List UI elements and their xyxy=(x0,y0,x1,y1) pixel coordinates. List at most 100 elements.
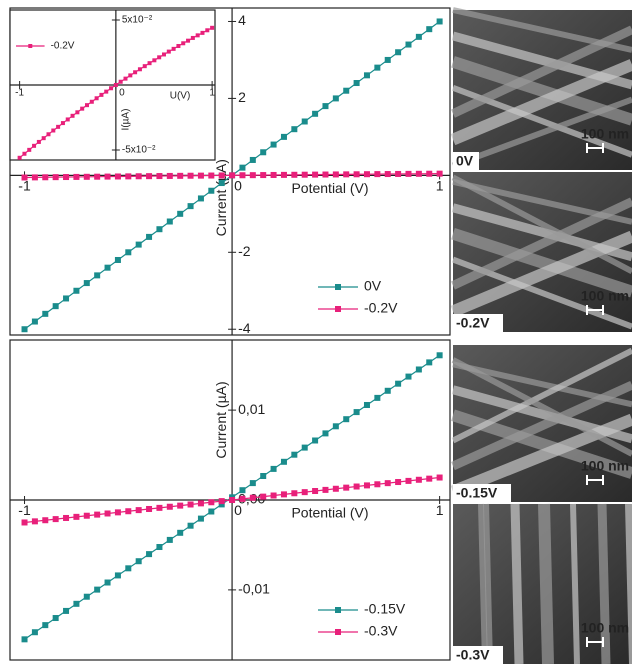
data-point xyxy=(187,203,194,210)
data-point xyxy=(187,172,194,179)
data-point xyxy=(353,409,360,416)
data-point xyxy=(94,511,101,518)
sem-image: -0.15V 100 nm xyxy=(450,345,632,502)
data-point xyxy=(426,26,433,33)
data-point xyxy=(41,136,46,141)
data-point xyxy=(291,171,298,178)
data-point xyxy=(405,170,412,177)
data-point xyxy=(42,174,49,181)
fiber xyxy=(570,503,580,664)
data-point xyxy=(187,522,194,529)
data-point xyxy=(249,172,256,179)
data-point xyxy=(94,586,101,593)
data-point xyxy=(312,437,319,444)
chart: -1 0 1 -5x10⁻² 5x10⁻² U(V) I(µA) -0.2V xyxy=(9,9,216,161)
data-point xyxy=(395,49,402,56)
data-point xyxy=(322,171,329,178)
sem-image: -0.3V 100 nm xyxy=(453,503,632,664)
data-point xyxy=(395,479,402,486)
data-point xyxy=(405,41,412,48)
data-point xyxy=(31,518,38,525)
data-point xyxy=(135,173,142,180)
label-box xyxy=(453,314,503,332)
data-point xyxy=(104,579,111,586)
data-point xyxy=(270,465,277,472)
x-tick-label: 1 xyxy=(209,88,215,99)
fiber xyxy=(450,413,632,498)
data-point xyxy=(99,92,104,97)
data-point xyxy=(208,499,215,506)
data-point xyxy=(146,173,153,180)
data-point xyxy=(353,171,360,178)
fiber xyxy=(450,230,632,317)
data-point xyxy=(156,173,163,180)
data-point xyxy=(260,473,267,479)
x-tick-label: 1 xyxy=(436,177,444,193)
y-tick-label: -2 xyxy=(238,243,251,259)
y-axis-label: I(µA) xyxy=(121,109,132,131)
data-point xyxy=(374,481,381,488)
data-point xyxy=(280,491,287,498)
data-point xyxy=(205,28,210,33)
data-point xyxy=(426,475,433,482)
fiber xyxy=(597,503,611,664)
data-point xyxy=(52,516,59,523)
data-point xyxy=(374,64,381,71)
data-point xyxy=(249,480,256,487)
data-point xyxy=(161,52,166,57)
legend-label: -0.15V xyxy=(364,601,406,617)
data-point xyxy=(322,430,329,437)
data-point xyxy=(177,529,184,536)
y-tick-label: -0,01 xyxy=(238,581,270,597)
data-point xyxy=(73,287,80,294)
data-point xyxy=(104,264,111,271)
data-point xyxy=(125,173,132,180)
data-point xyxy=(301,171,308,178)
data-point xyxy=(94,96,99,101)
data-point xyxy=(374,394,381,401)
data-point xyxy=(363,72,370,79)
image-label: 0V xyxy=(456,153,474,169)
data-point xyxy=(332,171,339,178)
data-point xyxy=(73,173,80,180)
legend-marker xyxy=(335,284,341,290)
fiber xyxy=(451,380,632,471)
scale-bar xyxy=(586,475,604,485)
data-point xyxy=(260,172,267,179)
image-label: -0.3V xyxy=(456,647,490,663)
data-point xyxy=(94,173,101,180)
data-point xyxy=(83,173,90,180)
data-point xyxy=(125,565,132,572)
data-point xyxy=(332,95,339,102)
fiber xyxy=(451,174,632,275)
fiber xyxy=(451,197,632,290)
data-point xyxy=(270,171,277,178)
data-point xyxy=(322,486,329,493)
data-point xyxy=(384,171,391,178)
data-point xyxy=(113,83,118,87)
data-point xyxy=(73,513,80,520)
data-point xyxy=(157,55,162,60)
data-point xyxy=(291,490,298,497)
y-tick-label: 5x10⁻² xyxy=(122,15,153,26)
data-point xyxy=(239,495,246,502)
data-point xyxy=(312,171,319,178)
data-point xyxy=(353,80,360,87)
data-point xyxy=(229,497,236,503)
data-point xyxy=(322,103,329,110)
fiber xyxy=(483,503,493,664)
data-point xyxy=(301,489,308,496)
data-point xyxy=(415,33,422,40)
data-point xyxy=(363,401,370,408)
y-axis-label: Current (µA) xyxy=(213,159,229,236)
data-point xyxy=(31,174,38,181)
y-tick-label: -4 xyxy=(238,320,251,336)
data-point xyxy=(166,172,173,179)
data-point xyxy=(384,56,391,63)
data-point xyxy=(291,126,298,133)
data-point xyxy=(415,170,422,177)
data-point xyxy=(301,444,308,451)
data-point xyxy=(104,173,111,180)
data-point xyxy=(21,174,28,181)
data-point xyxy=(177,502,184,509)
